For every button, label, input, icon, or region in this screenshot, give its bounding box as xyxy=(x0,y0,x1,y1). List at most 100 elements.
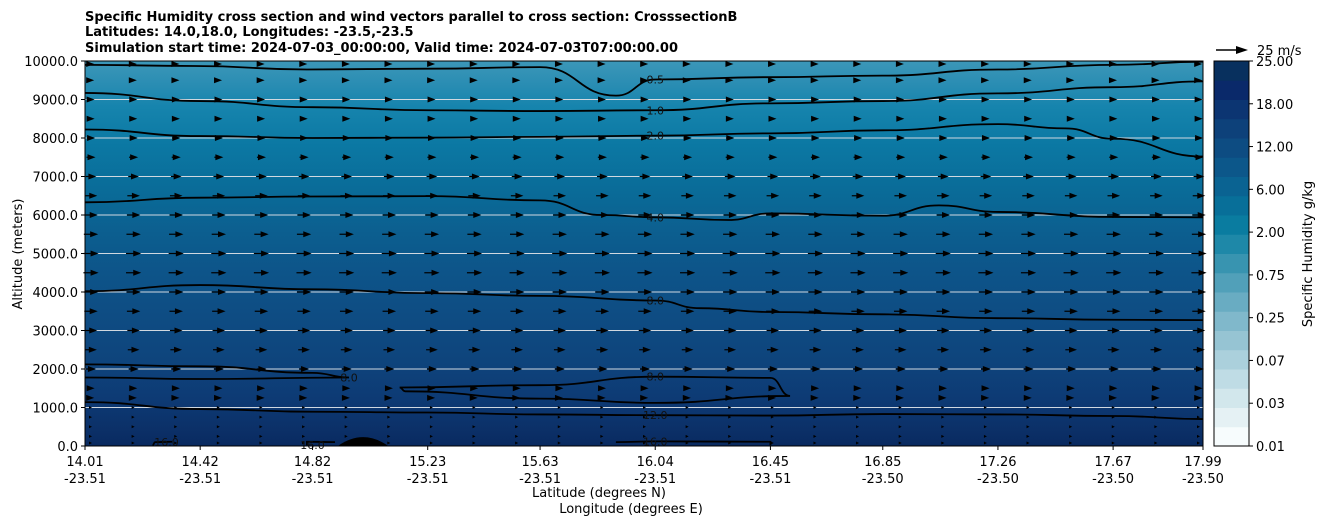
wind-vector xyxy=(939,135,948,141)
wind-vector xyxy=(728,434,732,438)
wind-vector xyxy=(254,212,269,218)
wind-vector xyxy=(723,192,737,199)
wind-vector xyxy=(850,231,866,238)
wind-vector xyxy=(1148,250,1164,257)
wind-vector xyxy=(1107,192,1121,199)
wind-vector xyxy=(979,212,993,218)
wind-vector xyxy=(128,173,140,180)
wind-vector xyxy=(554,61,563,67)
wind-vector xyxy=(387,441,391,445)
wind-vector xyxy=(342,96,351,103)
wind-vector xyxy=(851,327,865,334)
wind-vector xyxy=(978,289,994,295)
wind-vector xyxy=(1024,115,1033,122)
x-tick-label-lat: 16.04 xyxy=(637,455,674,470)
wind-vector xyxy=(299,394,308,401)
contour-line xyxy=(615,440,772,446)
wind-vector xyxy=(341,61,350,67)
wind-vector xyxy=(893,289,908,295)
wind-vector xyxy=(941,441,945,445)
x-axis-label-longitude: Longitude (degrees E) xyxy=(559,502,703,517)
wind-vector xyxy=(427,96,436,103)
wind-vector xyxy=(384,96,393,103)
colorbar-frame xyxy=(1213,60,1250,447)
contour-label: 8.0 xyxy=(646,371,664,384)
wind-vector xyxy=(978,231,994,238)
wind-vector xyxy=(682,366,693,372)
wind-vector xyxy=(640,366,650,372)
wind-vector xyxy=(1194,385,1203,392)
wind-vector xyxy=(299,366,310,372)
wind-vector xyxy=(896,385,905,392)
x-tick-label-lon: -23.51 xyxy=(64,472,106,487)
wind-vector xyxy=(725,366,736,372)
wind-vector xyxy=(1149,308,1164,315)
wind-vector xyxy=(169,327,183,334)
wind-vector xyxy=(1063,250,1079,257)
wind-vector xyxy=(384,115,393,122)
wind-vector xyxy=(257,385,266,392)
wind-vector xyxy=(1020,269,1037,276)
wind-vector xyxy=(1067,135,1076,141)
wind-vector xyxy=(894,192,907,199)
contour-label: 2.0 xyxy=(646,130,664,143)
wind-vector xyxy=(639,346,651,353)
wind-vector xyxy=(171,115,180,122)
wind-vector xyxy=(509,289,525,295)
wind-vector xyxy=(1106,269,1122,276)
wind-vector xyxy=(216,425,220,429)
wind-vector xyxy=(643,406,646,409)
wind-vector xyxy=(216,406,220,409)
wind-vector xyxy=(557,406,561,409)
wind-vector xyxy=(978,250,994,257)
wind-vector xyxy=(1066,366,1077,372)
wind-vector xyxy=(685,406,689,409)
wind-vector xyxy=(637,269,653,276)
wind-vector xyxy=(302,425,306,429)
wind-vector xyxy=(216,434,220,438)
wind-vector xyxy=(472,406,476,409)
colorbar-tick-label: 0.07 xyxy=(1256,354,1285,369)
wind-vector xyxy=(383,327,396,334)
reference-vector-label: 25 m/s xyxy=(1257,44,1302,59)
wind-vector xyxy=(723,289,738,295)
wind-vector xyxy=(850,250,866,257)
wind-vector xyxy=(469,173,480,180)
wind-vector xyxy=(938,115,947,122)
wind-vector xyxy=(1066,154,1076,161)
wind-vector xyxy=(384,77,393,84)
x-tick-label-lon: -23.50 xyxy=(977,472,1019,487)
wind-vector xyxy=(938,366,949,372)
wind-vector xyxy=(171,385,180,392)
wind-vector xyxy=(216,441,220,445)
wind-vector xyxy=(936,308,951,315)
wind-vector xyxy=(1021,289,1036,295)
wind-vector xyxy=(809,192,822,199)
x-tick-label-lon: -23.51 xyxy=(407,472,449,487)
wind-vector xyxy=(813,434,817,438)
x-tick-label-lat: 17.99 xyxy=(1184,455,1221,470)
wind-vector xyxy=(174,434,178,438)
wind-vector xyxy=(637,289,653,295)
wind-vector xyxy=(597,77,606,84)
wind-vector xyxy=(935,250,951,257)
wind-vector xyxy=(1194,366,1204,372)
wind-vector xyxy=(427,154,437,161)
y-axis: 0.0 1000.0 2000.0 3000.0 4000.0 5000.0 6000.0 7… xyxy=(24,55,85,455)
wind-vector xyxy=(552,269,568,276)
wind-vector xyxy=(126,289,141,295)
wind-vector xyxy=(597,394,606,401)
wind-vector xyxy=(214,77,223,84)
wind-vector xyxy=(1148,269,1164,276)
wind-vector xyxy=(1106,250,1122,257)
wind-vector xyxy=(382,212,397,218)
wind-vector xyxy=(725,154,735,161)
wind-vector xyxy=(680,289,695,295)
wind-vector xyxy=(299,61,308,67)
wind-vector xyxy=(770,441,774,445)
wind-vector xyxy=(86,135,96,141)
wind-vector xyxy=(938,385,947,392)
wind-vector xyxy=(214,115,223,122)
wind-vector xyxy=(1150,327,1163,334)
wind-vector xyxy=(126,231,141,238)
